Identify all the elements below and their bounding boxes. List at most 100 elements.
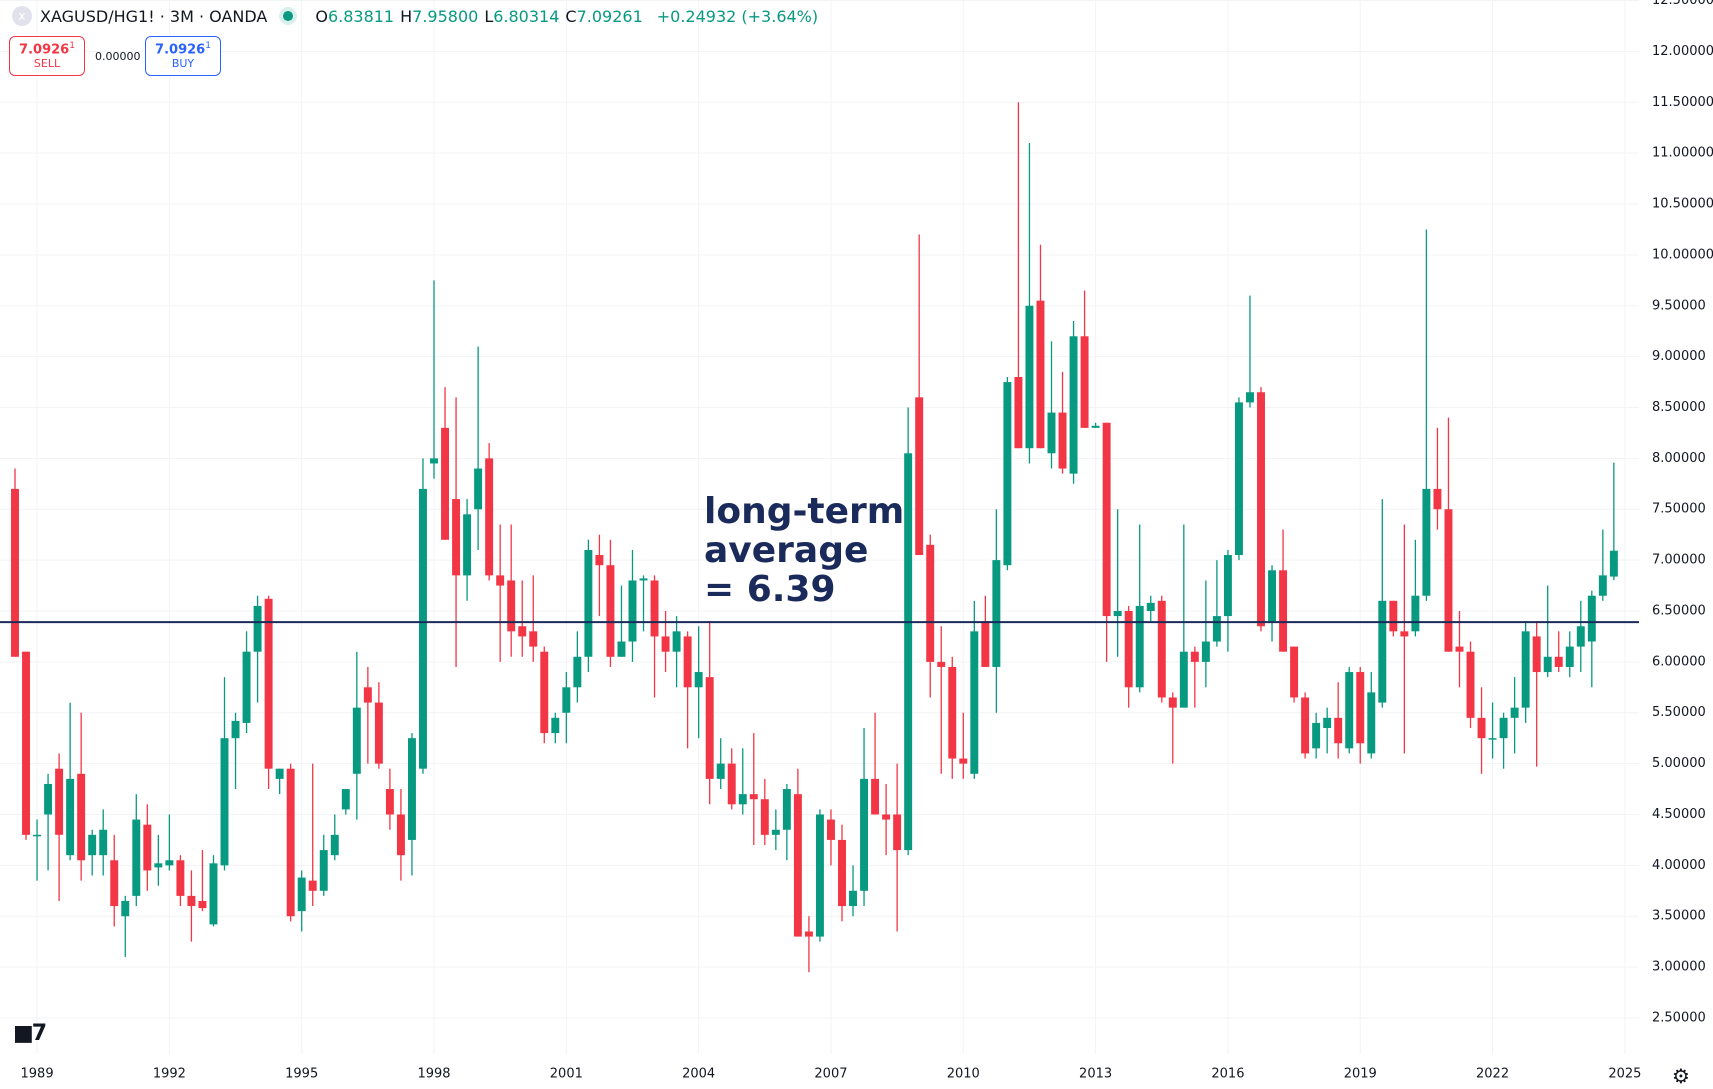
symbol-icon[interactable]: x: [12, 6, 32, 26]
candle-body: [452, 499, 461, 576]
candle-body: [463, 514, 472, 576]
candle-body: [904, 453, 913, 851]
y-tick-label: 2.50000: [1652, 1010, 1706, 1025]
x-tick-label: 1992: [153, 1067, 186, 1082]
x-tick-label: 2007: [814, 1067, 847, 1082]
candle-body: [1323, 717, 1332, 729]
candle-body: [749, 794, 758, 800]
sell-button[interactable]: 7.09261 SELL: [9, 36, 85, 76]
candle-body: [220, 738, 229, 866]
candle-body: [804, 931, 813, 937]
y-tick-label: 6.50000: [1652, 603, 1706, 618]
tv-logo[interactable]: ■7: [13, 1021, 47, 1046]
candle-body: [507, 580, 516, 632]
candle-body: [1201, 641, 1210, 662]
y-tick-label: 4.50000: [1652, 807, 1706, 822]
candle-body: [1334, 717, 1343, 744]
candle-body: [1598, 575, 1607, 596]
candle-body: [529, 631, 538, 647]
y-tick-label: 8.00000: [1652, 451, 1706, 466]
candle-body: [1356, 672, 1365, 744]
spread: 0.00000: [95, 50, 141, 63]
candle-body: [11, 488, 19, 657]
candle-body: [1257, 392, 1265, 627]
y-tick-label: 4.00000: [1652, 858, 1706, 873]
candle-body: [496, 575, 505, 586]
candle-body: [661, 636, 670, 652]
y-tick-label: 6.00000: [1652, 654, 1706, 669]
candle-body: [132, 819, 141, 896]
candle-body: [617, 641, 626, 657]
x-tick-label: 1989: [21, 1067, 54, 1082]
candle-body: [297, 877, 306, 912]
ohlc-label: C: [565, 6, 577, 26]
candle-body: [1400, 631, 1409, 637]
candle-body: [683, 636, 692, 688]
ohlc-item: C7.09261: [565, 7, 642, 26]
x-tick-label: 2025: [1608, 1067, 1641, 1082]
candle-body: [363, 687, 372, 703]
candle-body: [1477, 717, 1486, 739]
buy-button[interactable]: 7.09261 BUY: [145, 36, 221, 76]
candle-body: [33, 834, 42, 837]
candle-body: [187, 895, 196, 907]
annotation-line: average: [704, 530, 869, 571]
candle-body: [419, 488, 427, 769]
candle-body: [341, 789, 350, 810]
candle-body: [430, 458, 438, 464]
candle-body: [1135, 605, 1144, 688]
candle-body: [992, 560, 1001, 667]
symbol[interactable]: XAGUSD/HG1! · 3M · OANDA: [40, 6, 268, 26]
y-tick-label: 3.00000: [1652, 960, 1706, 975]
change: +0.24932 (+3.64%): [656, 6, 819, 26]
candle-body: [1422, 488, 1431, 596]
candle-body: [1179, 651, 1188, 708]
candle-body: [1345, 672, 1354, 749]
candle-body: [1223, 555, 1232, 617]
y-tick-label: 12.50000: [1652, 0, 1713, 8]
x-tick-label: 2022: [1476, 1067, 1509, 1082]
candle-body: [959, 758, 968, 764]
candle-body: [1543, 656, 1552, 673]
candle-body: [1433, 488, 1442, 510]
candle-body: [628, 580, 637, 642]
candle-body: [1014, 376, 1023, 449]
candle-body: [253, 605, 262, 652]
candle-body: [716, 763, 725, 779]
candle-body: [551, 717, 560, 734]
candle-body: [771, 829, 780, 835]
settings[interactable]: ⚙: [1672, 1064, 1690, 1088]
ohlc-item: H7.95800: [400, 7, 478, 26]
candle-body: [584, 549, 593, 657]
candle-body: [209, 863, 218, 925]
candle-body: [815, 814, 824, 937]
candle-body: [782, 789, 791, 830]
x-tick-label: 2016: [1211, 1067, 1244, 1082]
y-tick-label: 5.50000: [1652, 705, 1706, 720]
y-tick-label: 10.00000: [1652, 247, 1713, 262]
ohlc-value: 6.83811: [327, 6, 395, 26]
candle-body: [970, 631, 979, 774]
candle-body: [176, 860, 185, 896]
candle-body: [893, 814, 902, 851]
candle-body: [154, 863, 163, 868]
candle-body: [672, 631, 681, 652]
buy-label: BUY: [171, 57, 195, 71]
candle-body: [1246, 392, 1254, 403]
candle-body: [231, 720, 240, 739]
candle-body: [385, 789, 394, 815]
candle-body: [1510, 707, 1519, 718]
buy-sup: 1: [205, 41, 211, 51]
candle-body: [1146, 602, 1155, 611]
candle-body: [1212, 616, 1221, 642]
candle-body: [639, 578, 648, 581]
x-tick-label: 2010: [947, 1067, 980, 1082]
header: x XAGUSD/HG1! · 3M · OANDA O6.83811 H7.95…: [12, 6, 818, 26]
candle-body: [915, 397, 924, 556]
candle-body: [1521, 631, 1530, 708]
candle-body: [165, 860, 174, 866]
candle-body: [1378, 600, 1387, 703]
candle-body: [1290, 646, 1299, 698]
annotation-line: = 6.39: [704, 569, 836, 610]
candle-body: [1411, 595, 1420, 632]
